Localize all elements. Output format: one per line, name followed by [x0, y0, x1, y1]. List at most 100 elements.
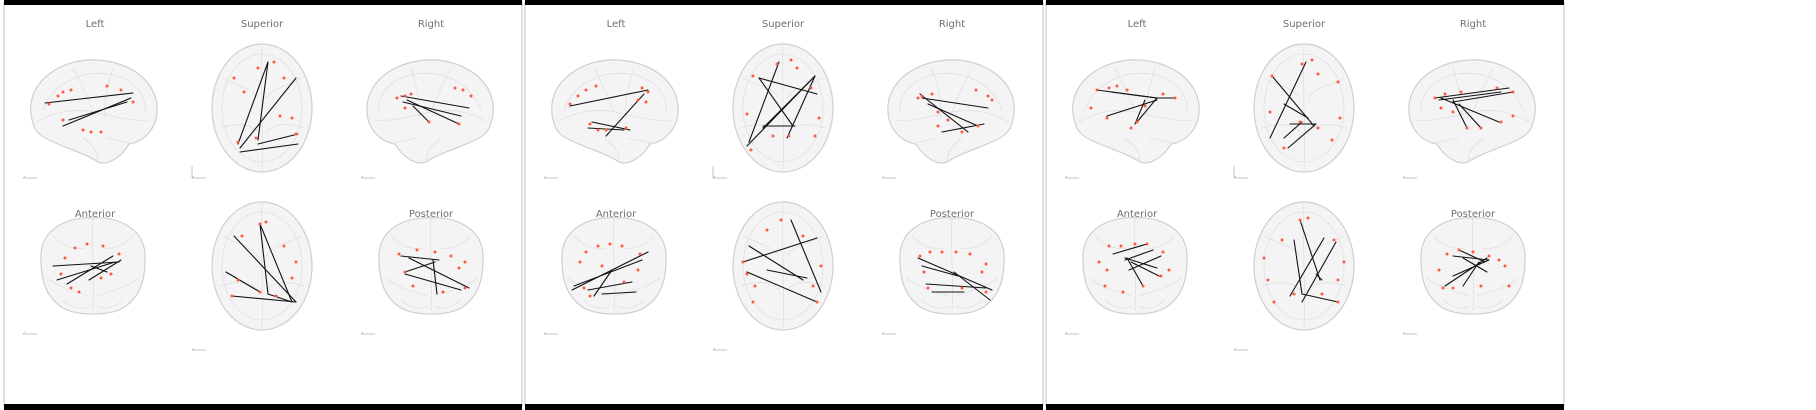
axis-indicator: [1233, 166, 1248, 179]
view-title: Left: [86, 19, 105, 30]
region-node: [984, 290, 988, 294]
region-node: [1342, 260, 1346, 264]
region-node: [274, 294, 278, 298]
region-node: [984, 262, 988, 266]
view-anterior: Anterior: [1064, 209, 1188, 335]
axis-line: [1064, 331, 1068, 335]
connection-edge: [56, 261, 116, 281]
region-node: [968, 252, 972, 256]
axis-line: [712, 347, 716, 351]
region-node: [644, 100, 648, 104]
axis-line: [360, 331, 364, 335]
axis-indicator: [22, 331, 37, 335]
brain-outline: [551, 59, 679, 164]
region-nodes: [59, 242, 121, 294]
panel-2: Left Superior Right Anterior Inferior Posteri…: [524, 0, 1044, 410]
connection-edge: [406, 99, 460, 125]
region-node: [1451, 110, 1455, 114]
connection-edge: [1134, 99, 1146, 125]
region-node: [278, 114, 282, 118]
region-node: [1441, 286, 1445, 290]
connection-edges: [225, 223, 297, 303]
region-node: [101, 244, 105, 248]
connection-edges: [1269, 61, 1317, 149]
region-node: [1105, 116, 1109, 120]
connection-edge: [766, 269, 808, 279]
region-node: [600, 264, 604, 268]
view-title: Superior: [762, 19, 805, 30]
axis-line: [1402, 331, 1406, 335]
region-node: [59, 272, 63, 276]
region-node: [1298, 120, 1302, 124]
region-node: [980, 270, 984, 274]
region-node: [1097, 260, 1101, 264]
connection-edge: [1126, 257, 1144, 287]
connection-edge: [400, 95, 470, 109]
region-node: [1143, 104, 1147, 108]
view-title: Superior: [1283, 19, 1326, 30]
connection-edge: [1452, 91, 1514, 103]
axis-indicator: [881, 331, 896, 335]
region-node: [753, 284, 757, 288]
region-node: [936, 124, 940, 128]
region-node: [936, 110, 940, 114]
region-node: [240, 234, 244, 238]
connection-edge: [66, 255, 114, 285]
region-node: [940, 250, 944, 254]
connection-edge: [921, 265, 959, 277]
connection-edge: [44, 92, 134, 104]
view-title: Posterior: [930, 209, 975, 220]
brain-outline: [378, 217, 484, 315]
connection-edge: [237, 61, 269, 145]
axis-indicator: [543, 331, 558, 335]
region-node: [56, 94, 60, 98]
region-node: [1487, 254, 1491, 258]
region-node: [47, 102, 51, 106]
view-title: Anterior: [596, 209, 637, 220]
region-node: [69, 286, 73, 290]
region-node: [779, 218, 783, 222]
region-node: [811, 284, 815, 288]
region-node: [1262, 256, 1266, 260]
view-title: Right: [1460, 19, 1486, 30]
region-node: [1443, 92, 1447, 96]
region-node: [1433, 96, 1437, 100]
region-node: [433, 250, 437, 254]
connection-edge: [601, 291, 637, 295]
region-node: [236, 278, 240, 282]
axis-indicator: [191, 166, 206, 179]
connection-edge: [432, 259, 438, 295]
region-node: [1167, 268, 1171, 272]
region-node: [1497, 258, 1501, 262]
brain-outline: [1253, 43, 1355, 173]
connection-edge: [267, 293, 293, 303]
view-superior: Superior: [1233, 19, 1355, 179]
region-node: [1316, 72, 1320, 76]
connection-edge: [593, 269, 613, 297]
region-node: [1145, 242, 1149, 246]
connection-edge: [62, 97, 132, 127]
region-node: [954, 250, 958, 254]
region-node: [1298, 218, 1302, 222]
region-nodes: [232, 60, 298, 144]
view-anterior: Anterior: [22, 209, 146, 335]
region-node: [1457, 248, 1461, 252]
axis-indicator: [1402, 175, 1417, 179]
region-node: [290, 276, 294, 280]
region-node: [109, 272, 113, 276]
connection-edge: [1287, 123, 1317, 149]
region-nodes: [918, 250, 988, 294]
connection-edge: [1444, 257, 1488, 287]
region-node: [1495, 86, 1499, 90]
axis-line: [1233, 347, 1237, 351]
region-node: [608, 242, 612, 246]
region-node: [61, 118, 65, 122]
connection-edges: [1096, 89, 1176, 125]
region-node: [131, 100, 135, 104]
axis-line: [360, 175, 364, 179]
region-nodes: [230, 220, 298, 298]
region-node: [85, 242, 89, 246]
axis-indicator: [881, 175, 896, 179]
panel-bottom-bar: [4, 404, 522, 410]
region-node: [596, 128, 600, 132]
